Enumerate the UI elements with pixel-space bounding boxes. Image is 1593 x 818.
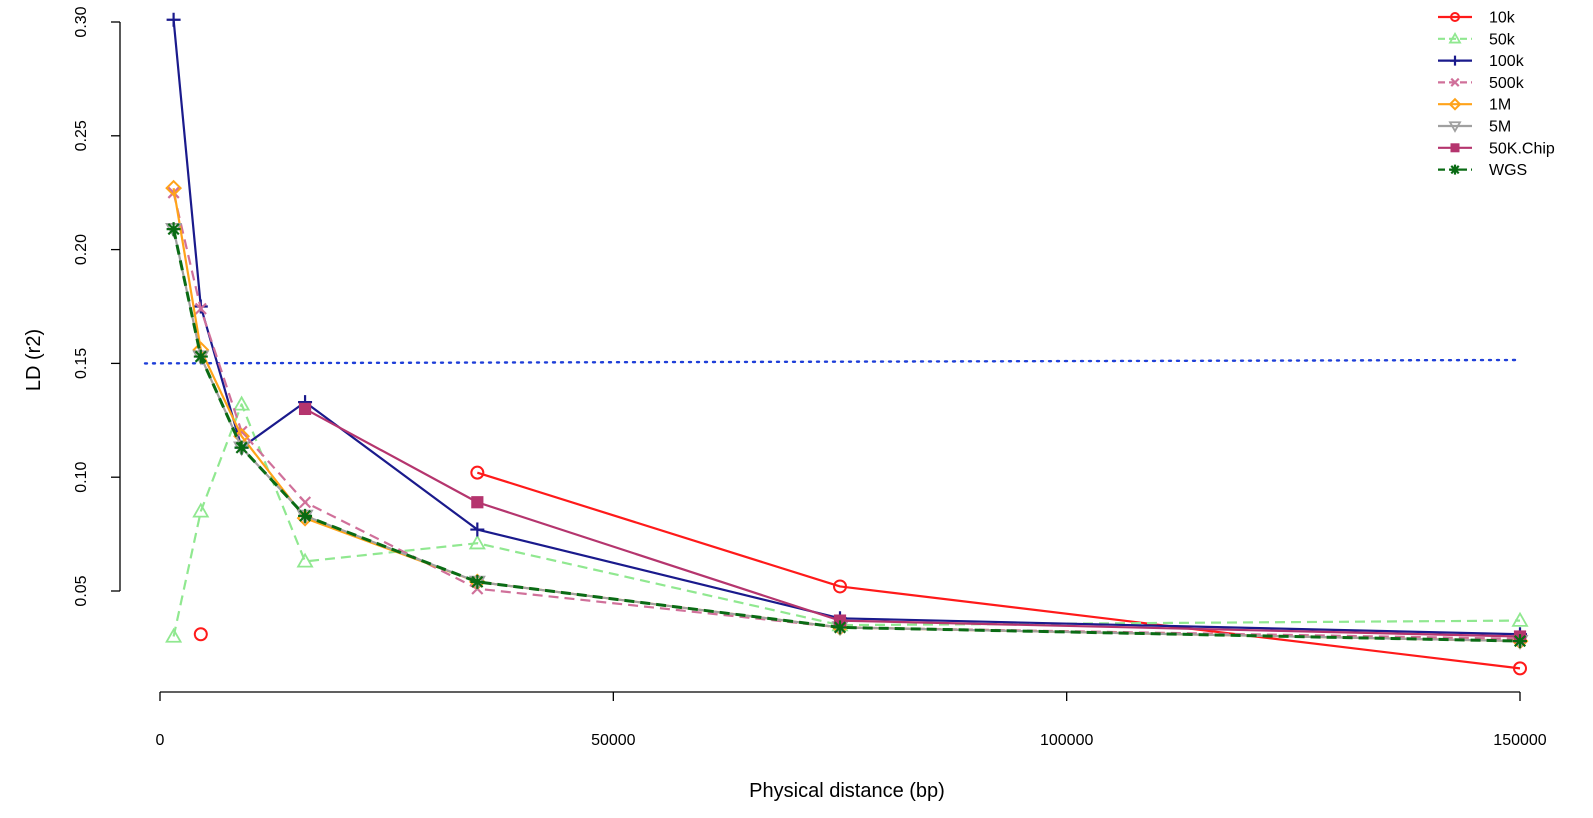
series-500k xyxy=(167,186,1527,645)
series-line xyxy=(172,192,1521,640)
legend-label: 50k xyxy=(1489,31,1516,48)
reference-line-layer xyxy=(143,358,1520,365)
series-line xyxy=(172,228,1521,643)
legend-marker xyxy=(1450,77,1460,87)
data-point xyxy=(833,579,847,594)
y-tick-label: 0.20 xyxy=(73,234,90,265)
series-line xyxy=(477,471,1521,670)
x-tick-label: 0 xyxy=(156,732,165,749)
legend-label: WGS xyxy=(1489,162,1527,179)
y-tick-label: 0.10 xyxy=(73,462,90,493)
data-point xyxy=(233,395,251,411)
data-point xyxy=(165,179,183,197)
data-point xyxy=(193,349,208,364)
legend-item: 1M xyxy=(1438,97,1511,114)
data-point xyxy=(298,402,312,416)
y-tick-label: 0.05 xyxy=(73,575,90,606)
data-point xyxy=(194,302,207,315)
data-point xyxy=(470,465,485,480)
series-layer xyxy=(165,12,1529,676)
legend-label: 50K.Chip xyxy=(1489,140,1555,157)
series-line xyxy=(172,228,1521,643)
legend-item: WGS xyxy=(1438,162,1527,179)
legend-label: 5M xyxy=(1489,119,1511,136)
y-tick-label: 0.15 xyxy=(73,348,90,379)
data-point xyxy=(166,222,181,237)
data-point xyxy=(1511,611,1529,627)
x-tick-label: 50000 xyxy=(591,732,636,749)
legend: 10k 50k 100k 500k 1M 5M 50K.Chip WGS xyxy=(1438,10,1555,179)
legend-label: 10k xyxy=(1489,10,1516,27)
data-point xyxy=(468,534,486,550)
data-point xyxy=(165,627,183,643)
data-point xyxy=(298,508,313,523)
legend-marker xyxy=(1450,55,1460,66)
x-tick-label: 150000 xyxy=(1493,732,1546,749)
data-point xyxy=(833,620,847,635)
legend-label: 500k xyxy=(1489,75,1525,92)
y-tick-label: 0.25 xyxy=(73,120,90,151)
data-point xyxy=(296,552,314,568)
data-point xyxy=(470,522,485,537)
data-point xyxy=(470,574,485,589)
legend-label: 1M xyxy=(1489,97,1511,114)
y-axis-title: LD (r2) xyxy=(23,329,45,391)
legend-item: 5M xyxy=(1438,119,1511,136)
reference-line xyxy=(143,358,1520,365)
data-point xyxy=(166,12,181,27)
legend-marker xyxy=(1448,97,1462,111)
data-point xyxy=(234,440,249,455)
series-1m xyxy=(165,179,1529,650)
series-50k-chip xyxy=(298,402,1527,643)
legend-marker xyxy=(1448,121,1462,133)
series-50k xyxy=(165,395,1529,643)
x-tick-label: 100000 xyxy=(1040,732,1093,749)
legend-item: 100k xyxy=(1438,53,1525,70)
data-point xyxy=(1513,661,1527,676)
series-line xyxy=(172,403,1521,637)
series-line xyxy=(304,407,1521,638)
legend-marker xyxy=(1450,164,1460,175)
legend-label: 100k xyxy=(1489,53,1525,70)
x-axis-title: Physical distance (bp) xyxy=(749,780,945,802)
series-wgs xyxy=(166,222,1527,649)
legend-marker xyxy=(1448,31,1462,44)
series-5m xyxy=(165,222,1529,650)
y-tick-label: 0.30 xyxy=(73,6,90,37)
legend-marker xyxy=(1450,12,1460,22)
data-point xyxy=(1513,634,1527,649)
data-point xyxy=(192,502,210,518)
legend-item: 500k xyxy=(1438,75,1525,92)
data-point xyxy=(193,627,208,642)
legend-item: 50k xyxy=(1438,31,1516,48)
series-line xyxy=(172,187,1521,643)
data-point xyxy=(471,496,484,509)
series-100k xyxy=(166,12,1527,642)
legend-marker xyxy=(1450,143,1460,153)
data-point xyxy=(299,496,312,509)
series-10k xyxy=(193,465,1527,676)
legend-item: 50K.Chip xyxy=(1438,140,1555,157)
legend-item: 10k xyxy=(1438,10,1516,27)
axes-layer: 0 50000 100000 150000 0.05 0.10 0.15 0.20 0.25 0.… xyxy=(73,6,1547,749)
